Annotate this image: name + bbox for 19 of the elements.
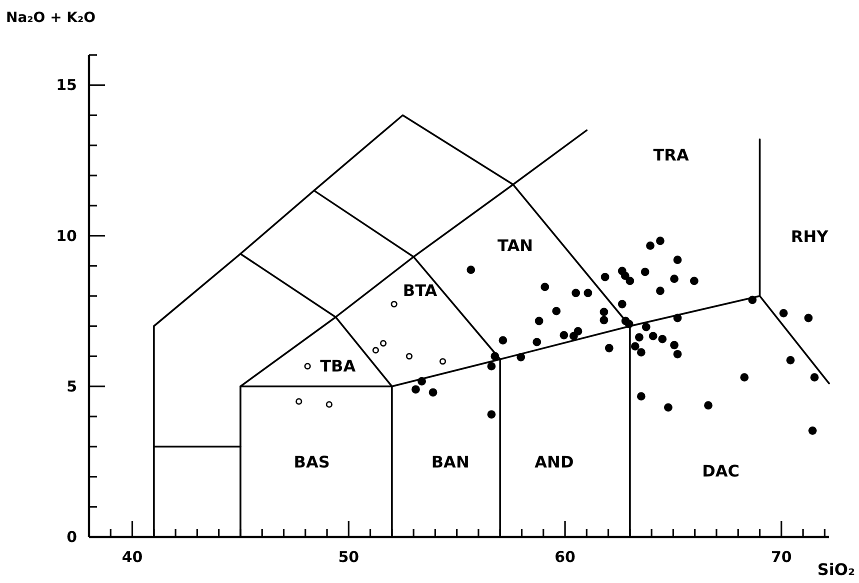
annotation: BAS — [294, 452, 330, 472]
y-tick-label: 10 — [56, 226, 77, 245]
y-axis-title: Na₂O + K₂O — [6, 10, 96, 26]
annotation: TRA — [653, 145, 690, 164]
annotation: BTA — [402, 280, 438, 300]
x-tick-label: 60 — [554, 548, 576, 566]
x-tick-label: 50 — [338, 548, 360, 566]
y-tick-label: 5 — [66, 377, 77, 396]
annotation: AND — [534, 452, 574, 472]
annotation: TBA — [320, 356, 356, 376]
y-tick-label: 0 — [66, 528, 77, 546]
annotation: BAN — [431, 452, 470, 472]
annotation: RHY — [790, 226, 829, 246]
annotation: DAC — [702, 462, 740, 481]
x-axis-title: SiO₂ — [817, 560, 855, 579]
y-tick-label: 15 — [56, 76, 77, 94]
x-tick-label: 70 — [770, 548, 792, 566]
annotation: TAN — [498, 236, 533, 255]
x-tick-label: 40 — [122, 548, 143, 566]
